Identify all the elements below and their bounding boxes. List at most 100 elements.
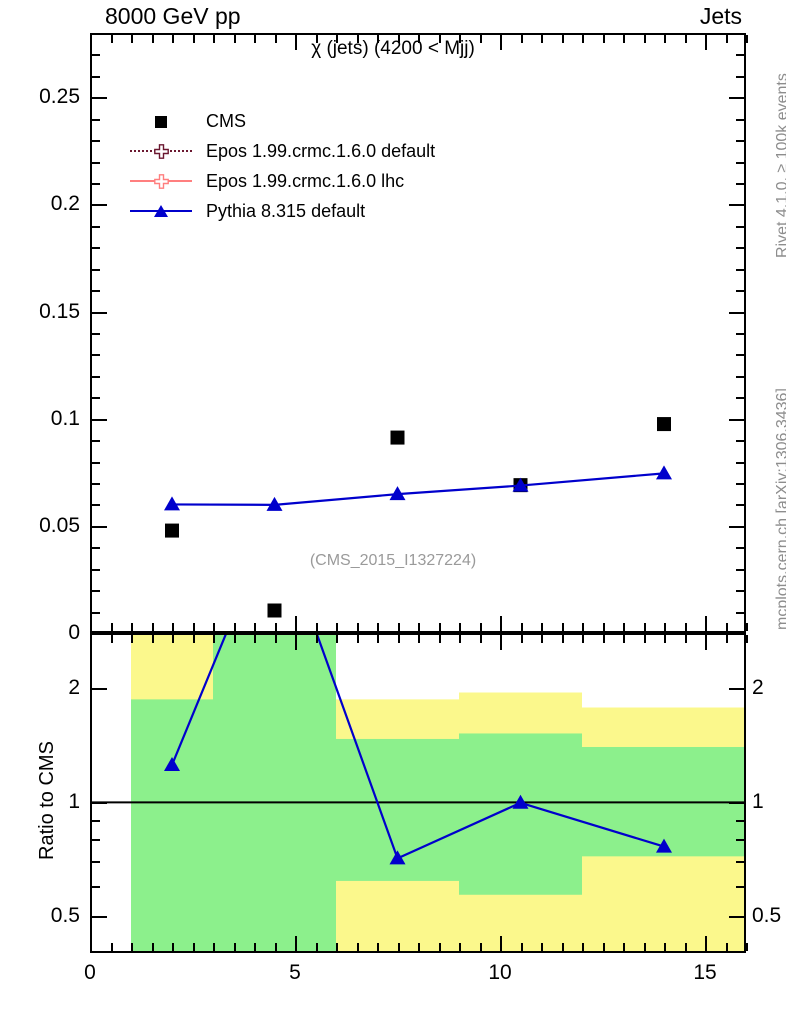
ytick-label-main: 0.15 xyxy=(39,299,80,323)
xtick-ratio-top xyxy=(746,635,748,643)
legend-item-epos-lhc[interactable]: Epos 1.99.crmc.1.6.0 lhc xyxy=(130,166,435,196)
ratio-series-layer xyxy=(92,635,744,951)
xtick-label: 0 xyxy=(84,961,96,984)
legend-item-epos-default[interactable]: Epos 1.99.crmc.1.6.0 default xyxy=(130,136,435,166)
xtick-main-top xyxy=(746,35,748,43)
xtick-main-bottom xyxy=(357,623,359,631)
ytick-main-right xyxy=(729,526,744,528)
xtick-main-top xyxy=(705,35,707,50)
main-plot-panel xyxy=(90,33,746,633)
xtick-main-bottom xyxy=(398,623,400,631)
ytick-main xyxy=(92,633,107,635)
xtick-main-bottom xyxy=(664,623,666,631)
ytick-main-right xyxy=(736,569,744,571)
xtick-main-top xyxy=(234,35,236,43)
ytick-label-ratio-right: 2 xyxy=(752,676,764,700)
xtick-main-bottom xyxy=(746,623,748,631)
ytick-main xyxy=(92,504,100,506)
ytick-main-right xyxy=(736,54,744,56)
ytick-main xyxy=(92,33,100,35)
data-point-pythia xyxy=(656,465,672,480)
ytick-main xyxy=(92,354,100,356)
xtick-ratio-top xyxy=(357,635,359,643)
xtick-main-bottom xyxy=(336,623,338,631)
xtick-ratio-bottom xyxy=(172,943,174,951)
data-point-cms xyxy=(657,417,671,432)
ytick-main xyxy=(92,376,100,378)
ytick-main xyxy=(92,119,100,121)
xtick-main-top xyxy=(521,35,523,43)
ytick-main-right xyxy=(729,633,744,635)
ytick-main xyxy=(92,397,100,399)
xtick-main-bottom xyxy=(295,616,297,631)
xtick-main-top xyxy=(377,35,379,43)
xtick-main-bottom xyxy=(500,616,502,631)
xtick-main-bottom xyxy=(603,623,605,631)
xtick-ratio-bottom xyxy=(603,943,605,951)
ratio-plot-panel xyxy=(90,633,746,953)
xtick-main-top xyxy=(664,35,666,43)
rivet-version-caption: Rivet 4.1.0, ≥ 100k events xyxy=(774,73,786,258)
xtick-main-top xyxy=(685,35,687,43)
xtick-ratio-bottom xyxy=(521,943,523,951)
legend-label-epos-lhc: Epos 1.99.crmc.1.6.0 lhc xyxy=(206,170,405,191)
xtick-main-bottom xyxy=(623,623,625,631)
ytick-main-right xyxy=(736,76,744,78)
main-series-layer xyxy=(164,417,672,618)
xtick-ratio-top xyxy=(500,635,502,650)
ytick-main-right xyxy=(736,612,744,614)
ytick-main xyxy=(92,312,107,314)
xtick-main-top xyxy=(623,35,625,43)
xtick-main-top xyxy=(193,35,195,43)
xtick-main-bottom xyxy=(193,623,195,631)
xtick-main-bottom xyxy=(213,623,215,631)
xtick-main-bottom xyxy=(582,623,584,631)
ratio-plot-clip xyxy=(92,635,744,951)
ytick-main-right xyxy=(736,33,744,35)
ytick-main xyxy=(92,569,100,571)
xtick-ratio-top xyxy=(152,635,154,643)
xtick-ratio-bottom xyxy=(111,943,113,951)
ytick-main xyxy=(92,590,100,592)
xtick-main-bottom xyxy=(172,623,174,631)
xtick-ratio-top xyxy=(398,635,400,643)
uncertainty-band-inner xyxy=(459,733,582,895)
ytick-main xyxy=(92,612,100,614)
xtick-ratio-bottom xyxy=(439,943,441,951)
xtick-label: 5 xyxy=(289,961,301,984)
xtick-main-bottom xyxy=(234,623,236,631)
ytick-main-right xyxy=(736,183,744,185)
xtick-main-top xyxy=(418,35,420,43)
xtick-ratio-top xyxy=(439,635,441,643)
legend-key-epos-lhc xyxy=(130,166,192,196)
filled-triangle-icon xyxy=(154,205,168,217)
xtick-label: 10 xyxy=(488,961,512,984)
xtick-ratio-bottom xyxy=(193,943,195,951)
xtick-ratio-top xyxy=(336,635,338,643)
xtick-main-top xyxy=(90,35,92,50)
legend-item-cms[interactable]: CMS xyxy=(130,106,435,136)
xtick-main-bottom xyxy=(439,623,441,631)
xtick-ratio-top xyxy=(111,635,113,643)
xtick-main-top xyxy=(357,35,359,43)
xtick-main-top xyxy=(603,35,605,43)
xtick-ratio-top xyxy=(644,635,646,643)
ytick-main-right xyxy=(736,119,744,121)
xtick-main-top xyxy=(131,35,133,43)
ytick-ratio xyxy=(92,861,100,863)
uncertainty-band-inner xyxy=(213,635,336,951)
ytick-main-right xyxy=(736,226,744,228)
xtick-ratio-top xyxy=(562,635,564,643)
xtick-ratio-bottom xyxy=(685,943,687,951)
xtick-ratio-top xyxy=(459,635,461,643)
xtick-ratio-bottom xyxy=(746,943,748,951)
ytick-label-main: 0.2 xyxy=(50,192,80,216)
xtick-main-bottom xyxy=(541,623,543,631)
legend-item-pythia[interactable]: Pythia 8.315 default xyxy=(130,196,435,226)
ytick-label-main: 0.05 xyxy=(39,513,80,537)
xtick-main-bottom xyxy=(726,623,728,631)
ytick-main-right xyxy=(736,247,744,249)
ytick-label-main: 0 xyxy=(68,621,80,644)
xtick-ratio-top xyxy=(521,635,523,643)
xtick-ratio-bottom xyxy=(316,943,318,951)
